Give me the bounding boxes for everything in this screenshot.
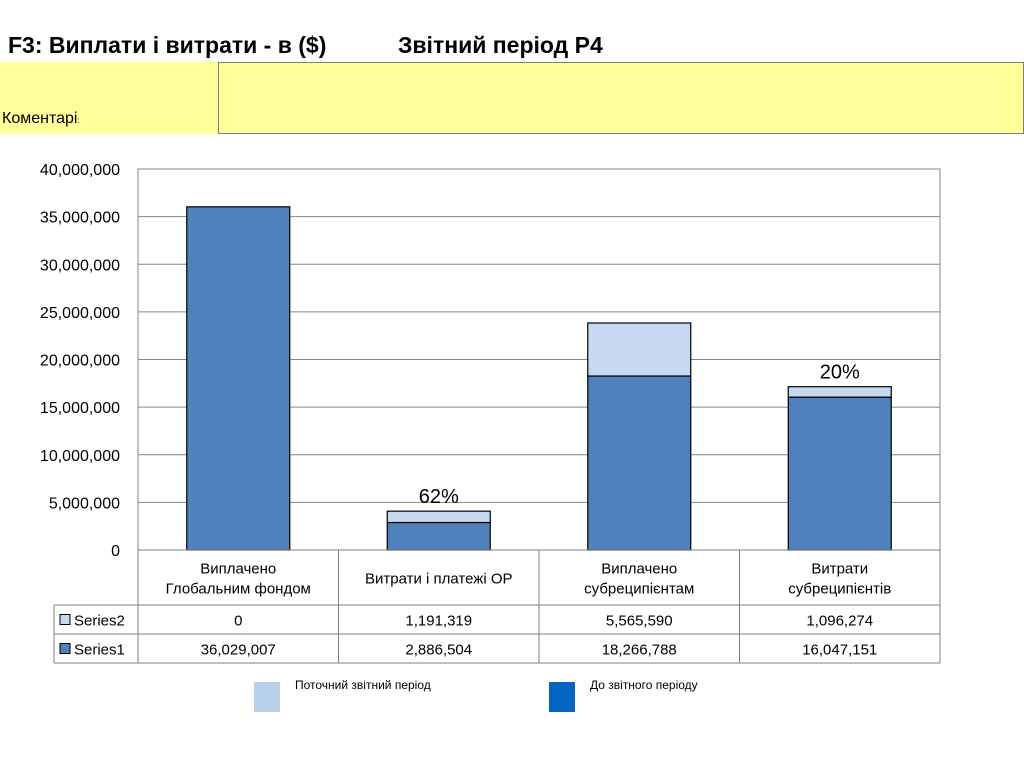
- bar-series1: [587, 375, 692, 551]
- table-value: 1,191,319: [405, 613, 472, 630]
- y-tick-label: 35,000,000: [40, 210, 120, 227]
- category-label: субреципієнтів: [788, 581, 891, 598]
- table-value: 5,565,590: [606, 613, 673, 630]
- page-title: F3: Виплати і витрати - в ($): [8, 32, 327, 58]
- category-label: субреципієнтам: [584, 581, 694, 598]
- comments-row: Коментарі:: [0, 62, 1024, 134]
- header: F3: Виплати і витрати - в ($) Звітний пе…: [0, 0, 1024, 62]
- legend-key-series2: [59, 614, 71, 625]
- table-value: 16,047,151: [802, 642, 877, 659]
- series-name: Series1: [74, 642, 125, 659]
- y-tick-label: 15,000,000: [40, 400, 120, 417]
- table-value: 2,886,504: [405, 642, 472, 659]
- category-label: Виплачено: [200, 561, 276, 578]
- table-value: 0: [234, 613, 242, 630]
- y-tick-label: 10,000,000: [40, 448, 120, 465]
- comments-label: Коментарі:: [2, 110, 80, 128]
- bar-series2: [787, 386, 892, 398]
- comments-label-cell: Коментарі:: [0, 62, 218, 134]
- y-tick-label: 25,000,000: [40, 305, 120, 322]
- y-tick-label: 30,000,000: [40, 257, 120, 274]
- category-label: Витрати і платежі ОР: [365, 571, 513, 588]
- y-tick-label: 0: [111, 543, 120, 560]
- percent-annotation: 20%: [820, 362, 860, 384]
- table-value: 18,266,788: [602, 642, 677, 659]
- percent-annotation: 62%: [419, 486, 459, 508]
- reporting-period: Звітний період Р4: [398, 32, 603, 58]
- bar-series2: [587, 322, 692, 377]
- legend-key-series1: [59, 643, 71, 654]
- bar-series1: [186, 206, 291, 551]
- legend-label-current: Поточний звітний період: [295, 678, 431, 692]
- y-tick-label: 5,000,000: [49, 495, 120, 512]
- series-name: Series2: [74, 613, 125, 630]
- category-label: Виплачено: [601, 561, 677, 578]
- category-label: Витрати: [811, 561, 868, 578]
- bar-series1: [386, 521, 491, 551]
- legend-swatch-previous: [549, 682, 575, 712]
- bar-series1: [787, 396, 892, 551]
- legend-swatch-current: [254, 682, 280, 712]
- legend-label-previous: До звітного періоду: [590, 678, 698, 692]
- y-tick-label: 20,000,000: [40, 353, 120, 370]
- comments-label-text: Коментарі: [2, 110, 78, 127]
- y-tick-label: 40,000,000: [40, 162, 120, 179]
- comments-label-suffix: :: [77, 116, 80, 125]
- category-label: Глобальним фондом: [166, 581, 311, 598]
- table-value: 36,029,007: [201, 642, 276, 659]
- bar-series2: [386, 510, 491, 524]
- table-value: 1,096,274: [806, 613, 873, 630]
- comments-field[interactable]: [218, 62, 1024, 134]
